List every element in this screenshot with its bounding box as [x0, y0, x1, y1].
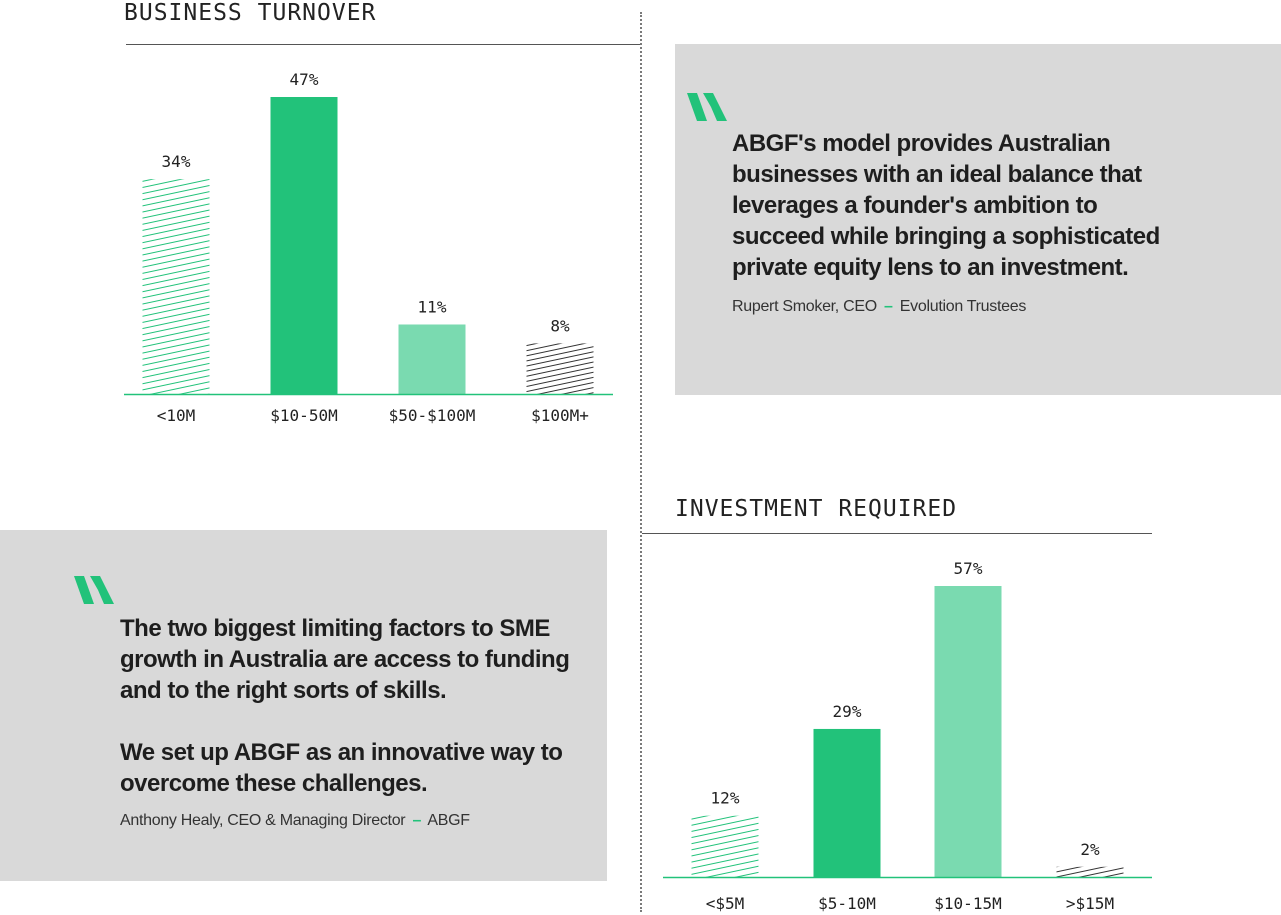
quote-text: ABGF's model provides Australian busines… [732, 128, 1177, 283]
bar-$100M+ [526, 343, 594, 394]
bar-value-label: 29% [833, 702, 862, 721]
bar-value-label: 2% [1080, 840, 1100, 859]
bar-$50-$100M [398, 324, 466, 394]
bar-value-label: 47% [290, 70, 319, 89]
chart-title-business-turnover: BUSINESS TURNOVER [124, 0, 377, 26]
bar-value-label: 34% [162, 152, 191, 171]
quote-dash: – [412, 812, 422, 829]
quote-mark-icon [74, 576, 114, 604]
bar-value-label: 11% [418, 297, 447, 316]
bar-$5-10M [813, 728, 881, 877]
category-label: $100M+ [531, 406, 589, 425]
category-label: $5-10M [818, 894, 876, 913]
category-label: <10M [157, 406, 196, 425]
bar-value-label: 12% [711, 789, 740, 808]
bar->$15M [1056, 866, 1124, 877]
title-rule [126, 44, 640, 45]
title-rule [642, 533, 1152, 534]
bar-$10-15M [934, 586, 1002, 877]
category-label: $10-15M [934, 894, 1001, 913]
bar-$10-50M [270, 97, 338, 394]
quote-attribution: Rupert Smoker, CEO – Evolution Trustees [732, 298, 1026, 316]
quote-box-anthony-healy: The two biggest limiting factors to SME … [0, 530, 607, 881]
category-label: $10-50M [270, 406, 337, 425]
quote-mark-icon [687, 93, 727, 121]
quote-attribution: Anthony Healy, CEO & Managing Director –… [120, 812, 470, 830]
quote-author: Rupert Smoker, CEO [732, 298, 877, 315]
quote-org: ABGF [427, 812, 470, 829]
business-turnover-chart: 34% <10M 47% $10-50M 11% $50-$100M 8% $100M+ [124, 70, 613, 425]
quote-box-rupert-smoker: ABGF's model provides Australian busines… [675, 44, 1281, 395]
category-label: $50-$100M [389, 406, 476, 425]
bar-value-label: 8% [550, 316, 570, 335]
bar-value-label: 57% [954, 559, 983, 578]
bar-<10M [142, 179, 210, 394]
quote-org: Evolution Trustees [899, 298, 1027, 315]
category-label: >$15M [1066, 894, 1114, 913]
chart-title-investment-required: INVESTMENT REQUIRED [675, 496, 958, 522]
quote-author: Anthony Healy, CEO & Managing Director [120, 812, 406, 829]
quote-paragraph: ABGF's model provides Australian busines… [732, 130, 1160, 281]
bar-<$5M [691, 815, 759, 877]
quote-dash: – [884, 298, 893, 315]
quote-paragraph: We set up ABGF as an innovative way to o… [120, 739, 563, 797]
category-label: <$5M [706, 894, 745, 913]
quote-paragraph: The two biggest limiting factors to SME … [120, 615, 570, 704]
quote-text: The two biggest limiting factors to SME … [120, 613, 580, 799]
column-divider [640, 12, 642, 912]
